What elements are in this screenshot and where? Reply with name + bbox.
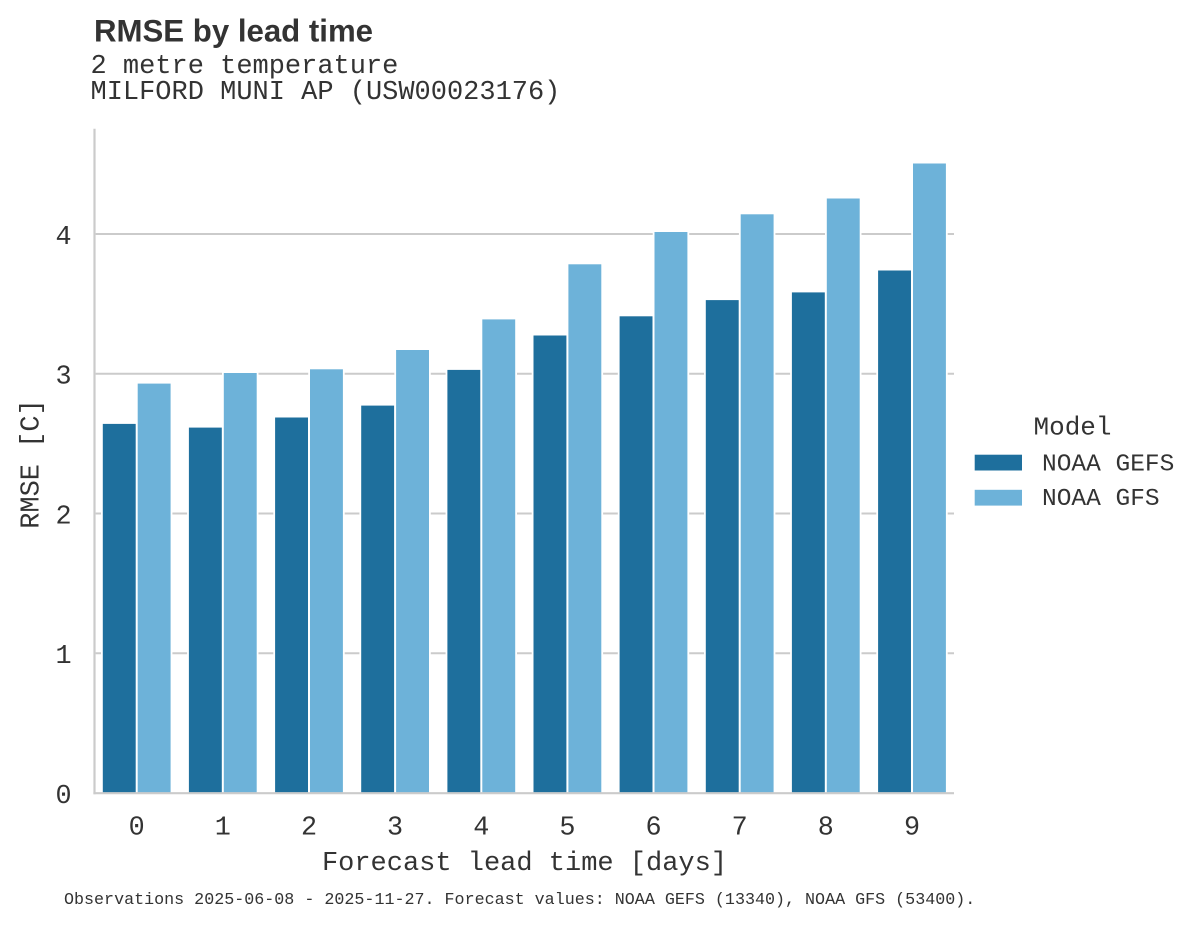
svg-text:NOAA GFS: NOAA GFS (1042, 486, 1160, 513)
svg-text:0: 0 (56, 782, 72, 812)
svg-text:RMSE [C]: RMSE [C] (18, 399, 48, 529)
svg-text:1: 1 (215, 813, 231, 843)
svg-text:3: 3 (56, 363, 72, 393)
svg-text:8: 8 (818, 813, 834, 843)
svg-text:Observations 2025-06-08 - 2025: Observations 2025-06-08 - 2025-11-27. Fo… (64, 891, 975, 910)
svg-text:2 metre temperature: 2 metre temperature (91, 52, 399, 82)
svg-text:2: 2 (301, 813, 317, 843)
svg-text:2: 2 (56, 502, 72, 532)
svg-text:MILFORD MUNI AP (USW00023176): MILFORD MUNI AP (USW00023176) (91, 78, 561, 108)
svg-text:0: 0 (129, 813, 145, 843)
svg-text:Model: Model (1033, 413, 1111, 443)
svg-text:9: 9 (904, 813, 920, 843)
svg-text:Forecast lead time [days]: Forecast lead time [days] (322, 849, 727, 879)
svg-text:4: 4 (56, 223, 72, 253)
svg-text:5: 5 (559, 813, 575, 843)
svg-text:6: 6 (645, 813, 661, 843)
svg-text:4: 4 (473, 813, 489, 843)
svg-text:1: 1 (56, 642, 72, 672)
svg-text:NOAA GEFS: NOAA GEFS (1042, 452, 1174, 479)
svg-text:3: 3 (387, 813, 403, 843)
svg-text:7: 7 (732, 813, 748, 843)
svg-text:RMSE by lead time: RMSE by lead time (94, 14, 373, 49)
